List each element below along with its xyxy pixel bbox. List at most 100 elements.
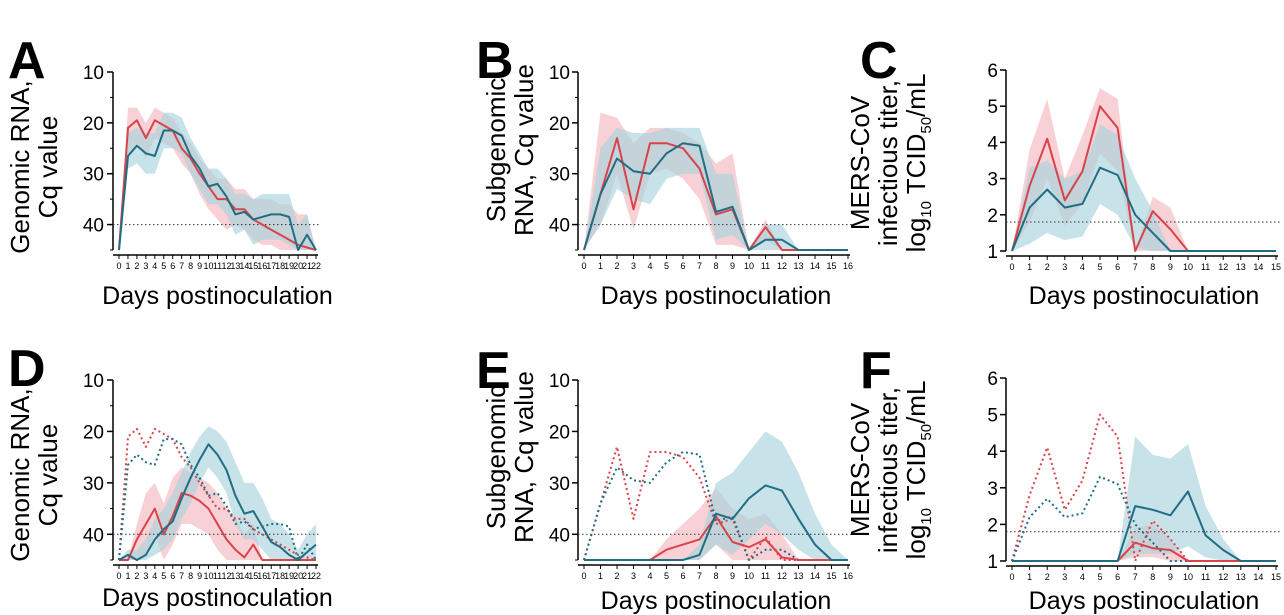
y-axis-label-unit-part: TCID [901, 134, 931, 201]
x-tick-label: 22 [311, 261, 321, 271]
panel-letter-f: F [860, 342, 892, 400]
x-tick-label: 3 [1062, 572, 1067, 582]
x-tick-label: 2 [614, 261, 619, 271]
x-axis-label: Days postinoculation [1029, 587, 1260, 615]
x-tick-label: 11 [761, 571, 770, 581]
x-tick-label: 10 [204, 261, 214, 271]
y-tick-label: 20 [83, 114, 104, 135]
y-tick-label: 5 [987, 406, 998, 427]
y-tick-label: 30 [549, 165, 570, 186]
x-tick-label: 14 [1253, 572, 1263, 582]
y-axis-label-line: Cq value [33, 424, 63, 527]
x-tick-label: 0 [1009, 572, 1014, 582]
x-tick-label: 4 [152, 571, 157, 581]
y-tick-label: 20 [83, 422, 104, 443]
x-tick-label: 12 [1218, 572, 1228, 582]
y-axis-label-unit-part: log [901, 218, 931, 253]
y-axis-label-unit-part: 50 [918, 424, 935, 441]
x-tick-label: 5 [1097, 572, 1102, 582]
x-tick-label: 15 [826, 261, 836, 271]
y-tick-label: 30 [83, 474, 104, 495]
x-tick-label: 3 [143, 571, 148, 581]
y-axis-label: Genomic RNA,Cq value [5, 388, 63, 561]
y-tick-label: 3 [987, 479, 998, 500]
x-tick-label: 0 [116, 571, 121, 581]
x-tick-label: 13 [1236, 572, 1246, 582]
x-tick-label: 12 [777, 261, 787, 271]
y-axis-label-unit-part: /mL [901, 74, 931, 117]
x-tick-label: 13 [793, 571, 803, 581]
y-axis-label-unit: log10 TCID50/mL [901, 381, 935, 560]
x-tick-label: 14 [239, 261, 249, 271]
x-tick-label: 12 [1218, 262, 1228, 272]
x-tick-label: 16 [257, 261, 267, 271]
y-tick-label: 2 [987, 206, 998, 227]
x-tick-label: 8 [188, 571, 193, 581]
x-tick-label: 5 [664, 571, 669, 581]
y-tick-label: 20 [549, 422, 570, 443]
x-tick-label: 5 [664, 261, 669, 271]
x-tick-label: 15 [248, 261, 258, 271]
x-tick-label: 13 [230, 261, 240, 271]
x-tick-label: 5 [161, 571, 166, 581]
y-tick-label: 1 [987, 242, 998, 263]
x-tick-label: 11 [213, 571, 222, 581]
x-tick-label: 11 [1201, 572, 1210, 582]
y-tick-label: 5 [987, 97, 998, 118]
x-tick-label: 6 [1115, 262, 1120, 272]
x-tick-label: 9 [1168, 262, 1173, 272]
x-tick-label: 6 [680, 571, 685, 581]
x-tick-label: 5 [1097, 262, 1102, 272]
x-tick-label: 16 [257, 571, 267, 581]
x-tick-label: 17 [266, 571, 276, 581]
x-tick-label: 15 [1271, 572, 1281, 582]
x-tick-label: 3 [631, 571, 636, 581]
x-tick-label: 9 [730, 261, 735, 271]
x-tick-label: 10 [1183, 572, 1193, 582]
x-tick-label: 5 [161, 261, 166, 271]
x-tick-label: 8 [188, 261, 193, 271]
y-tick-label: 4 [987, 133, 998, 154]
x-tick-label: 12 [221, 571, 231, 581]
x-tick-label: 4 [152, 261, 157, 271]
x-tick-label: 8 [1150, 262, 1155, 272]
y-axis-label-line: MERS-CoV [845, 402, 875, 537]
x-tick-label: 13 [1236, 262, 1246, 272]
x-tick-label: 19 [284, 261, 294, 271]
x-tick-label: 1 [125, 261, 130, 271]
x-tick-label: 4 [1080, 572, 1085, 582]
x-axis-label: Days postinoculation [601, 587, 832, 615]
y-axis-label-line: infectious titer, [873, 387, 903, 553]
x-tick-label: 0 [581, 571, 586, 581]
x-tick-label: 1 [1027, 262, 1032, 272]
x-axis-label: Days postinoculation [102, 282, 333, 310]
x-tick-label: 9 [1168, 572, 1173, 582]
x-axis-label: Days postinoculation [601, 282, 832, 310]
x-tick-label: 9 [730, 571, 735, 581]
y-tick-label: 6 [987, 61, 998, 82]
y-axis-label-line: MERS-CoV [845, 95, 875, 230]
y-tick-label: 40 [549, 216, 570, 237]
x-tick-label: 13 [793, 261, 803, 271]
x-tick-label: 18 [275, 571, 285, 581]
y-axis-label-line: Subgenomic [481, 385, 511, 530]
series-line-red-solid [119, 492, 316, 561]
y-axis-label-line: Subgenomic [481, 78, 511, 223]
y-axis-label: Genomic RNA,Cq value [5, 80, 63, 253]
x-tick-label: 3 [631, 261, 636, 271]
y-tick-label: 40 [83, 216, 104, 237]
x-tick-label: 15 [248, 571, 258, 581]
y-tick-label: 6 [987, 369, 998, 390]
x-tick-label: 1 [1027, 572, 1032, 582]
x-tick-label: 4 [647, 261, 652, 271]
x-tick-label: 12 [777, 571, 787, 581]
series-line-teal-dotted [1011, 475, 1276, 562]
x-tick-label: 12 [221, 261, 231, 271]
x-tick-label: 19 [284, 571, 294, 581]
panel-letter-b: B [476, 32, 514, 90]
